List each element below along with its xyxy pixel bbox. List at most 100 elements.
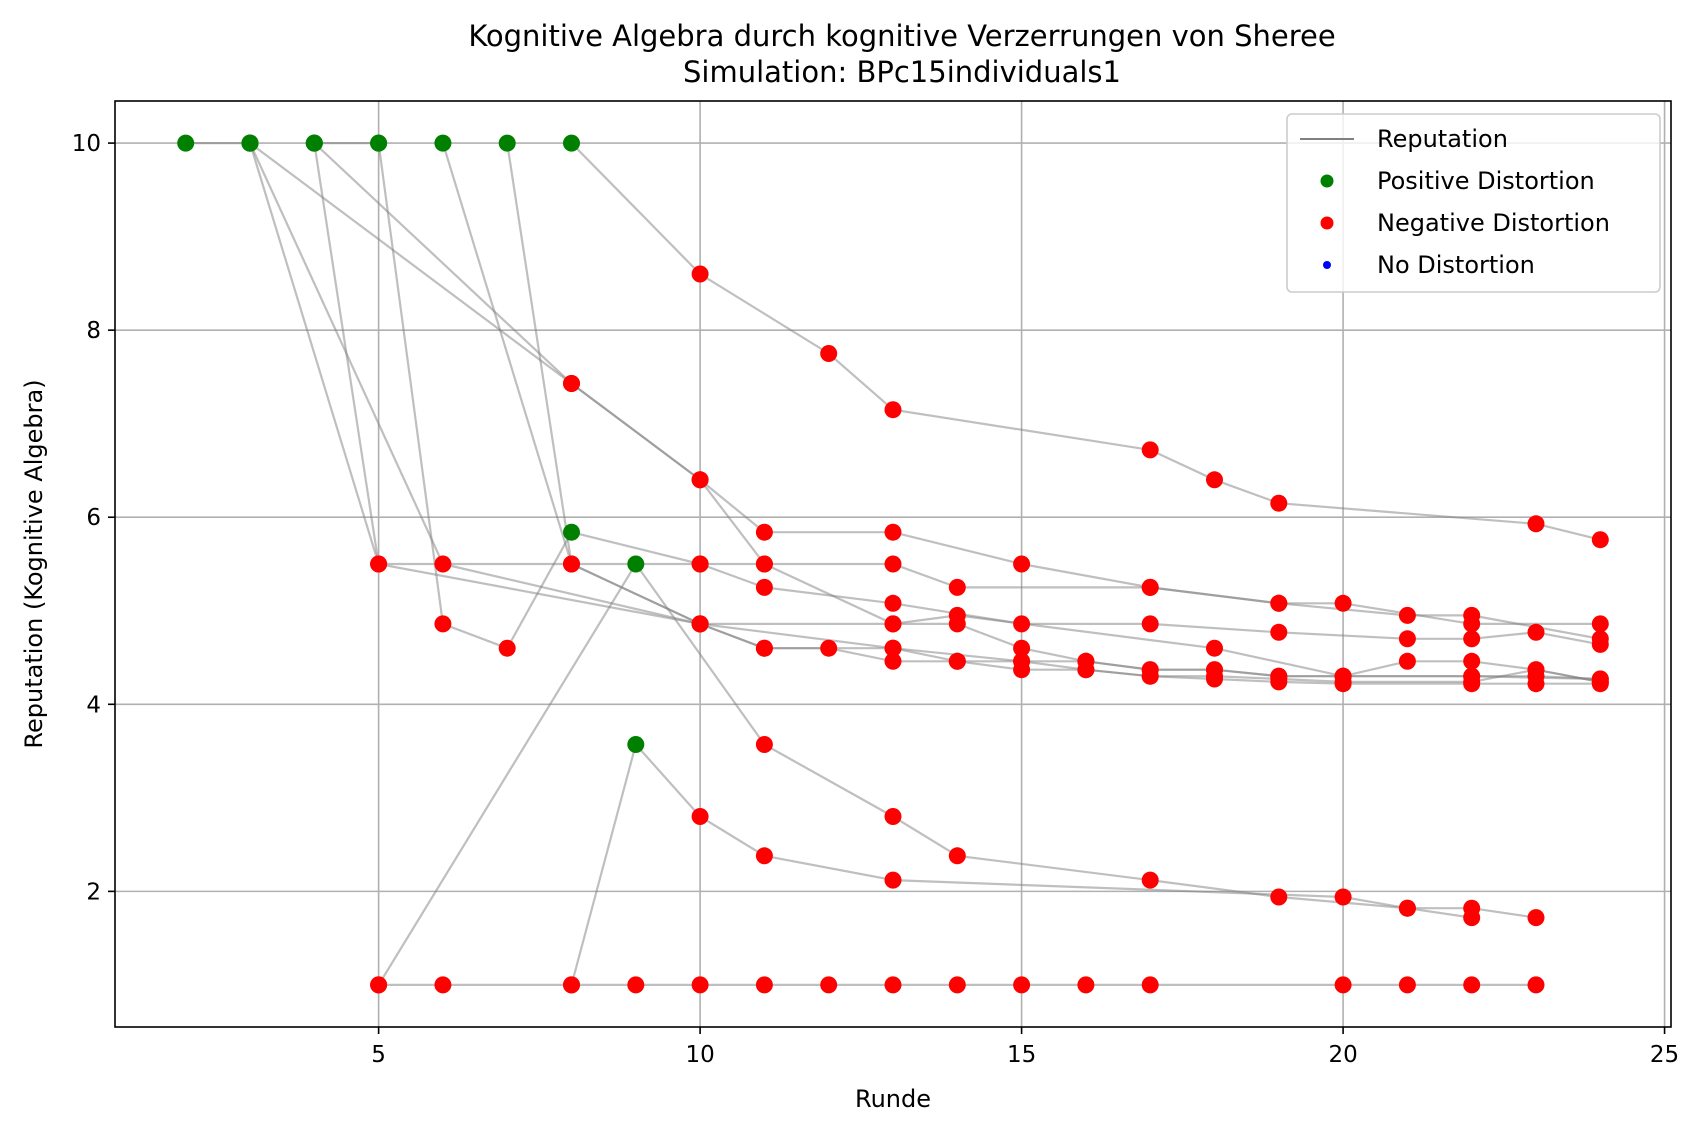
legend-label-positive: Positive Distortion [1377,167,1595,195]
negative-distortion-point [1077,652,1095,670]
negative-distortion-point [1013,976,1031,994]
negative-distortion-point [1141,615,1159,633]
x-tick-label: 10 [685,1042,714,1068]
negative-distortion-point [434,615,452,633]
negative-distortion-point [1270,623,1288,641]
negative-distortion-point [1334,594,1352,612]
reputation-series-line [570,742,1472,986]
negative-distortion-point [691,808,709,825]
negative-distortion-point [820,345,838,362]
chart-subtitle: Simulation: BPc15individuals1 [683,55,1121,89]
negative-distortion-point [1591,635,1609,653]
negative-distortion-point [1591,531,1609,549]
negative-distortion-point [1463,606,1481,624]
negative-distortion-point [691,265,709,283]
x-tick-label: 15 [1007,1042,1036,1068]
negative-distortion-point [755,523,773,541]
negative-distortion-point [948,976,966,994]
negative-distortion-point [1013,555,1031,573]
legend-box [1286,113,1661,293]
positive-distortion-point [241,134,259,152]
positive-distortion-point [434,134,452,152]
positive-distortion-point [305,134,323,152]
negative-distortion-point [1463,652,1481,670]
negative-distortion-point [884,808,902,825]
negative-distortion-point [1141,871,1159,889]
negative-distortion-point [627,976,645,994]
negative-distortion-point [1463,976,1481,994]
negative-distortion-point [1527,661,1545,679]
negative-distortion-point [691,615,709,633]
x-tick-label: 5 [371,1042,386,1068]
negative-distortion-point [1270,594,1288,612]
negative-distortion-point [1591,615,1609,633]
negative-distortion-point [691,976,709,994]
negative-distortion-point [1206,471,1223,489]
negative-distortion-point [1398,652,1416,670]
negative-distortion-point [1141,578,1159,596]
negative-distortion-point [948,847,966,865]
negative-distortion-point [884,523,902,541]
negative-distortion-point [755,639,773,657]
negative-distortion-point [1270,888,1288,906]
negative-distortion-point [691,471,709,489]
negative-distortion-point [563,555,580,573]
x-tick-label: 25 [1650,1042,1679,1068]
negative-distortion-point [820,976,838,994]
negative-distortion-point [370,555,388,573]
positive-distortion-point [563,134,580,152]
negative-distortion-point [755,578,773,596]
negative-distortion-point [1334,667,1352,685]
negative-distortion-point [1270,494,1288,512]
positive-distortion-point [563,523,580,541]
negative-distortion-point [1141,661,1159,679]
negative-distortion-point [755,976,773,994]
reputation-series-line [377,142,1601,683]
positive-distortion-point [177,134,195,152]
negative-distortion-point [1270,667,1288,685]
axis-ticks: 5 10 15 20 25 2 4 6 8 10 [72,131,1679,1068]
negative-distortion-point [1463,909,1481,927]
negative-distortion-point [884,871,902,889]
negative-distortion-point [884,555,902,573]
negative-distortion-point [1398,976,1416,994]
negative-distortion-point [1398,606,1416,624]
negative-distortion-point [755,847,773,865]
reputation-series-line [377,562,1537,986]
positive-distortion-point [370,134,388,152]
positive-distortion-point [627,736,645,753]
y-tick-label: 8 [86,318,101,344]
reputation-series-line [441,142,1601,684]
negative-distortion-point [1527,976,1545,994]
y-tick-label: 6 [86,505,101,531]
negative-distortion-point [1077,976,1095,994]
negative-distortion-point [1013,615,1031,633]
negative-distortion-point [948,578,966,596]
negative-distortion-point [563,976,580,994]
legend-positive-marker [1320,174,1334,188]
legend-label-none: No Distortion [1377,251,1535,279]
y-axis-label: Reputation (Kognitive Algebra) [20,379,48,748]
x-axis-label: Runde [855,1085,931,1113]
positive-distortion-point [498,134,516,152]
negative-distortion-point [755,736,773,753]
legend-negative-marker [1320,216,1334,230]
negative-distortion-point [1141,976,1159,994]
negative-distortion-point [884,976,902,994]
negative-distortion-point [1398,630,1416,648]
negative-distortion-point [1591,670,1609,688]
legend: Reputation Positive Distortion Negative … [1286,113,1661,293]
legend-label-reputation: Reputation [1377,125,1508,153]
negative-distortion-point [563,375,580,392]
negative-distortion-point [1527,909,1545,927]
negative-distortion-point [1013,639,1031,657]
negative-distortion-point [1463,630,1481,648]
legend-label-negative: Negative Distortion [1377,209,1610,237]
negative-distortion-point [1334,888,1352,906]
negative-distortion-point [1463,667,1481,685]
negative-distortion-point [884,615,902,633]
negative-distortion-point [1527,515,1545,533]
negative-distortion-point [370,976,388,994]
negative-distortion-point [884,594,902,612]
